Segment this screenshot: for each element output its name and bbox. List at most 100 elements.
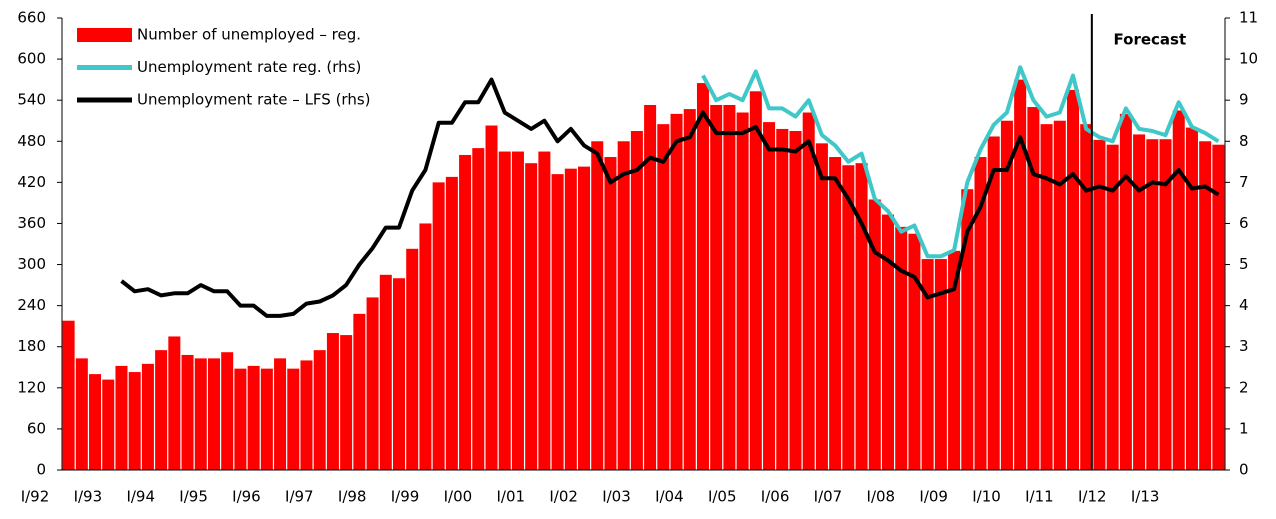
y-tick-label: 120 <box>17 378 46 396</box>
bar <box>326 333 339 470</box>
x-tick-label: I/07 <box>814 488 843 506</box>
bar <box>617 141 630 471</box>
bar <box>895 226 908 470</box>
bar <box>168 336 181 470</box>
x-tick-label: I/09 <box>919 488 948 506</box>
x-tick-label: I/99 <box>391 488 420 506</box>
bar <box>538 151 551 470</box>
y-tick-label: 180 <box>17 337 46 355</box>
legend-swatch <box>77 28 132 42</box>
bar <box>789 131 802 470</box>
x-tick-label: I/93 <box>74 488 103 506</box>
bar <box>578 166 591 470</box>
y-tick-label: 240 <box>17 296 46 314</box>
bar <box>525 163 538 471</box>
y2-tick-label: 5 <box>1239 255 1249 273</box>
bar <box>802 112 815 470</box>
bar <box>1212 144 1225 471</box>
bar <box>1067 89 1080 470</box>
bar <box>974 157 987 471</box>
bar <box>181 354 194 470</box>
y-tick-label: 420 <box>17 173 46 191</box>
bar <box>194 358 207 470</box>
bar <box>498 151 511 470</box>
x-tick-label: I/03 <box>602 488 631 506</box>
x-tick-label: I/92 <box>21 488 50 506</box>
y2-tick-label: 6 <box>1239 214 1249 232</box>
bar <box>987 136 1000 470</box>
bar <box>207 358 220 470</box>
y2-tick-label: 10 <box>1239 50 1258 68</box>
x-tick-label: I/98 <box>338 488 367 506</box>
bar <box>247 365 260 470</box>
bar <box>511 151 524 470</box>
x-tick-label: I/02 <box>549 488 578 506</box>
bar <box>948 250 961 470</box>
bar <box>485 125 498 470</box>
bar <box>1053 120 1066 471</box>
legend-label: Number of unemployed – reg. <box>137 26 361 44</box>
y2-tick-label: 4 <box>1239 296 1249 314</box>
bar <box>551 174 564 471</box>
bar <box>868 199 881 470</box>
y-tick-label: 0 <box>36 461 46 479</box>
y2-tick-label: 2 <box>1239 378 1249 396</box>
bar <box>1172 110 1185 471</box>
bar <box>591 141 604 471</box>
x-tick-label: I/10 <box>972 488 1001 506</box>
x-tick-label: I/95 <box>179 488 208 506</box>
y2-tick-label: 9 <box>1239 91 1249 109</box>
bar <box>644 104 657 470</box>
x-tick-label: I/11 <box>1025 488 1054 506</box>
y2-tick-label: 3 <box>1239 337 1249 355</box>
bar <box>379 274 392 470</box>
legend-label: Unemployment rate reg. (rhs) <box>137 58 361 76</box>
forecast-label: Forecast <box>1114 31 1187 49</box>
y-tick-label: 360 <box>17 214 46 232</box>
bar <box>340 335 353 470</box>
bar <box>392 278 406 470</box>
bar <box>406 248 419 470</box>
bar <box>353 313 366 470</box>
line <box>120 77 1220 318</box>
bar <box>313 350 326 470</box>
bar <box>855 163 868 471</box>
bar <box>287 368 300 470</box>
bar <box>1146 139 1159 470</box>
bar <box>1000 120 1013 471</box>
bar <box>1106 144 1119 471</box>
x-tick-label: I/08 <box>867 488 896 506</box>
bar <box>62 320 75 470</box>
x-tick-label: I/05 <box>708 488 737 506</box>
bar <box>102 379 115 470</box>
bar <box>710 104 723 470</box>
bar <box>683 109 696 471</box>
bar <box>604 157 617 471</box>
x-tick-label: I/00 <box>444 488 473 506</box>
bar <box>75 358 88 470</box>
y-tick-label: 60 <box>27 419 46 437</box>
bar <box>89 374 102 470</box>
bar <box>961 189 974 470</box>
bar <box>736 112 749 470</box>
bar <box>234 368 247 470</box>
y-tick-label: 480 <box>17 132 46 150</box>
y2-tick-label: 7 <box>1239 173 1249 191</box>
bar <box>274 358 287 470</box>
bar <box>1093 139 1106 471</box>
bar <box>366 297 379 470</box>
y-tick-label: 300 <box>17 255 46 273</box>
bar <box>564 168 577 470</box>
bar <box>829 157 842 471</box>
bar <box>221 352 234 470</box>
y2-tick-label: 8 <box>1239 132 1249 150</box>
bar <box>696 83 709 470</box>
bar <box>1027 107 1040 470</box>
bar <box>128 372 141 470</box>
bar <box>749 91 762 471</box>
x-tick-label: I/94 <box>126 488 155 506</box>
bar <box>141 363 154 470</box>
legend-label: Unemployment rate – LFS (rhs) <box>137 91 371 109</box>
bar <box>908 233 921 470</box>
